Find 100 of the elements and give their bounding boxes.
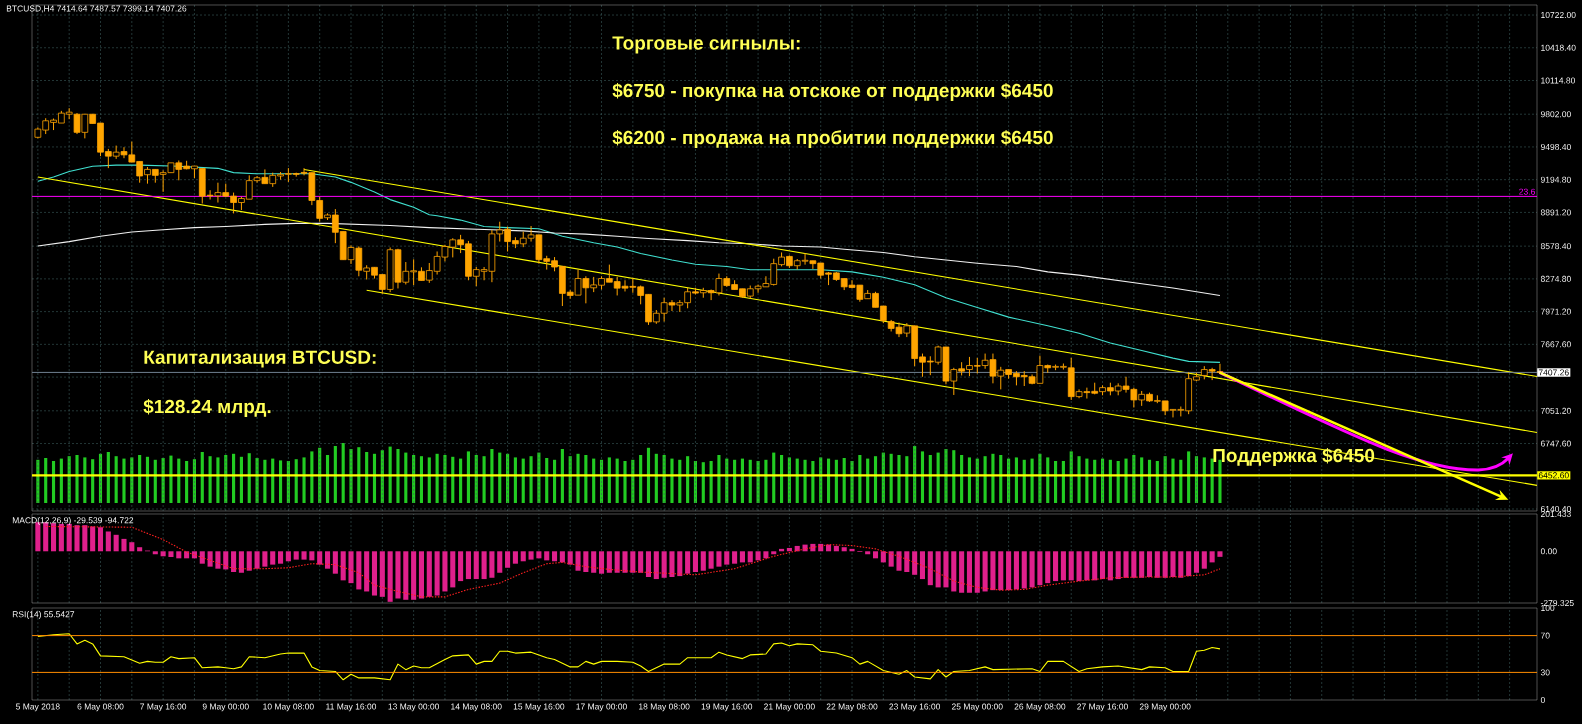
bar	[983, 456, 987, 503]
bar	[223, 551, 229, 570]
y-tick-label: 6747.60	[1540, 440, 1571, 447]
bar	[944, 449, 948, 503]
bar	[795, 458, 799, 503]
bar	[536, 551, 542, 559]
x-tick-label: 23 May 16:00	[889, 703, 941, 712]
bar	[191, 551, 197, 559]
bar	[442, 551, 448, 592]
bar	[403, 551, 409, 600]
y-tick-label: -279.325	[1540, 599, 1574, 606]
bar	[559, 551, 565, 563]
bar	[866, 458, 870, 503]
y-tick-label: 9498.40	[1540, 143, 1571, 150]
bar	[207, 551, 213, 567]
bar	[232, 453, 236, 503]
bar	[512, 551, 518, 564]
y-tick-label: 70	[1540, 632, 1550, 639]
bar	[349, 449, 353, 503]
bar	[505, 551, 511, 568]
bar	[82, 525, 88, 552]
bar	[716, 551, 722, 567]
bar	[278, 551, 284, 564]
bar	[1060, 551, 1066, 581]
bar	[653, 551, 659, 580]
bar	[717, 455, 721, 503]
bar	[301, 551, 307, 560]
bar	[803, 459, 807, 503]
bar	[1054, 461, 1058, 503]
bar	[1116, 461, 1120, 503]
line-series	[45, 525, 1221, 598]
bar	[1171, 458, 1175, 503]
bar	[904, 551, 910, 573]
bar	[833, 545, 839, 552]
bar	[865, 551, 871, 555]
bar	[231, 551, 237, 573]
x-tick-label: 7 May 16:00	[140, 703, 187, 712]
bar	[1061, 461, 1065, 503]
bar	[905, 456, 909, 503]
x-tick-label: 18 May 08:00	[639, 703, 690, 712]
bar	[575, 551, 581, 571]
bar	[1146, 551, 1153, 578]
bar	[450, 551, 456, 588]
bar	[733, 459, 737, 503]
bar	[302, 457, 306, 503]
bar	[1107, 551, 1113, 581]
bar	[176, 551, 182, 559]
annotation: $128.24 млрд.	[143, 398, 271, 418]
bar	[122, 458, 126, 503]
bar	[927, 551, 933, 586]
y-tick-label: 7667.60	[1540, 341, 1571, 348]
bar	[700, 551, 706, 571]
bar	[1170, 551, 1176, 578]
bar	[254, 551, 260, 569]
bar	[1085, 458, 1089, 503]
bar	[271, 458, 275, 503]
bar	[418, 551, 425, 599]
bar	[686, 456, 690, 503]
y-tick-label: 30	[1540, 669, 1550, 676]
x-tick-label: 29 May 00:00	[1139, 703, 1191, 712]
bar	[623, 461, 627, 503]
bar	[552, 551, 558, 562]
bar	[333, 446, 337, 503]
bar	[482, 456, 486, 503]
x-tick-label: 17 May 00:00	[576, 703, 627, 712]
bar	[772, 452, 776, 503]
bar	[387, 551, 393, 602]
bar	[490, 449, 494, 503]
x-tick-label: 14 May 08:00	[451, 703, 502, 712]
bar	[1154, 551, 1160, 578]
bar	[160, 551, 166, 557]
y-tick-label: 0	[1540, 696, 1545, 703]
bar	[106, 452, 110, 503]
bar	[411, 551, 417, 600]
bar	[912, 551, 918, 575]
bar	[591, 551, 597, 573]
bar	[606, 551, 612, 573]
bar	[1187, 451, 1191, 503]
bar	[74, 525, 80, 552]
bar	[583, 551, 589, 573]
bar	[293, 551, 299, 560]
bar	[365, 452, 369, 503]
bar	[966, 551, 972, 593]
bar	[364, 551, 370, 592]
bar	[639, 455, 643, 503]
annotation: $6200 - продажа на пробитии поддержки $6450	[612, 129, 1053, 149]
bar	[999, 455, 1003, 503]
bar	[1115, 551, 1121, 580]
bar	[153, 459, 157, 503]
x-tick-label: 9 May 00:00	[202, 703, 249, 712]
bar	[654, 453, 658, 503]
bar	[372, 453, 377, 503]
bar	[826, 458, 831, 503]
ref-line-label: 6452.60	[1538, 472, 1569, 479]
bar	[780, 455, 784, 503]
bar	[129, 542, 135, 552]
bar	[764, 459, 768, 503]
bar	[75, 455, 79, 503]
bar	[356, 551, 362, 590]
bar	[919, 551, 926, 580]
